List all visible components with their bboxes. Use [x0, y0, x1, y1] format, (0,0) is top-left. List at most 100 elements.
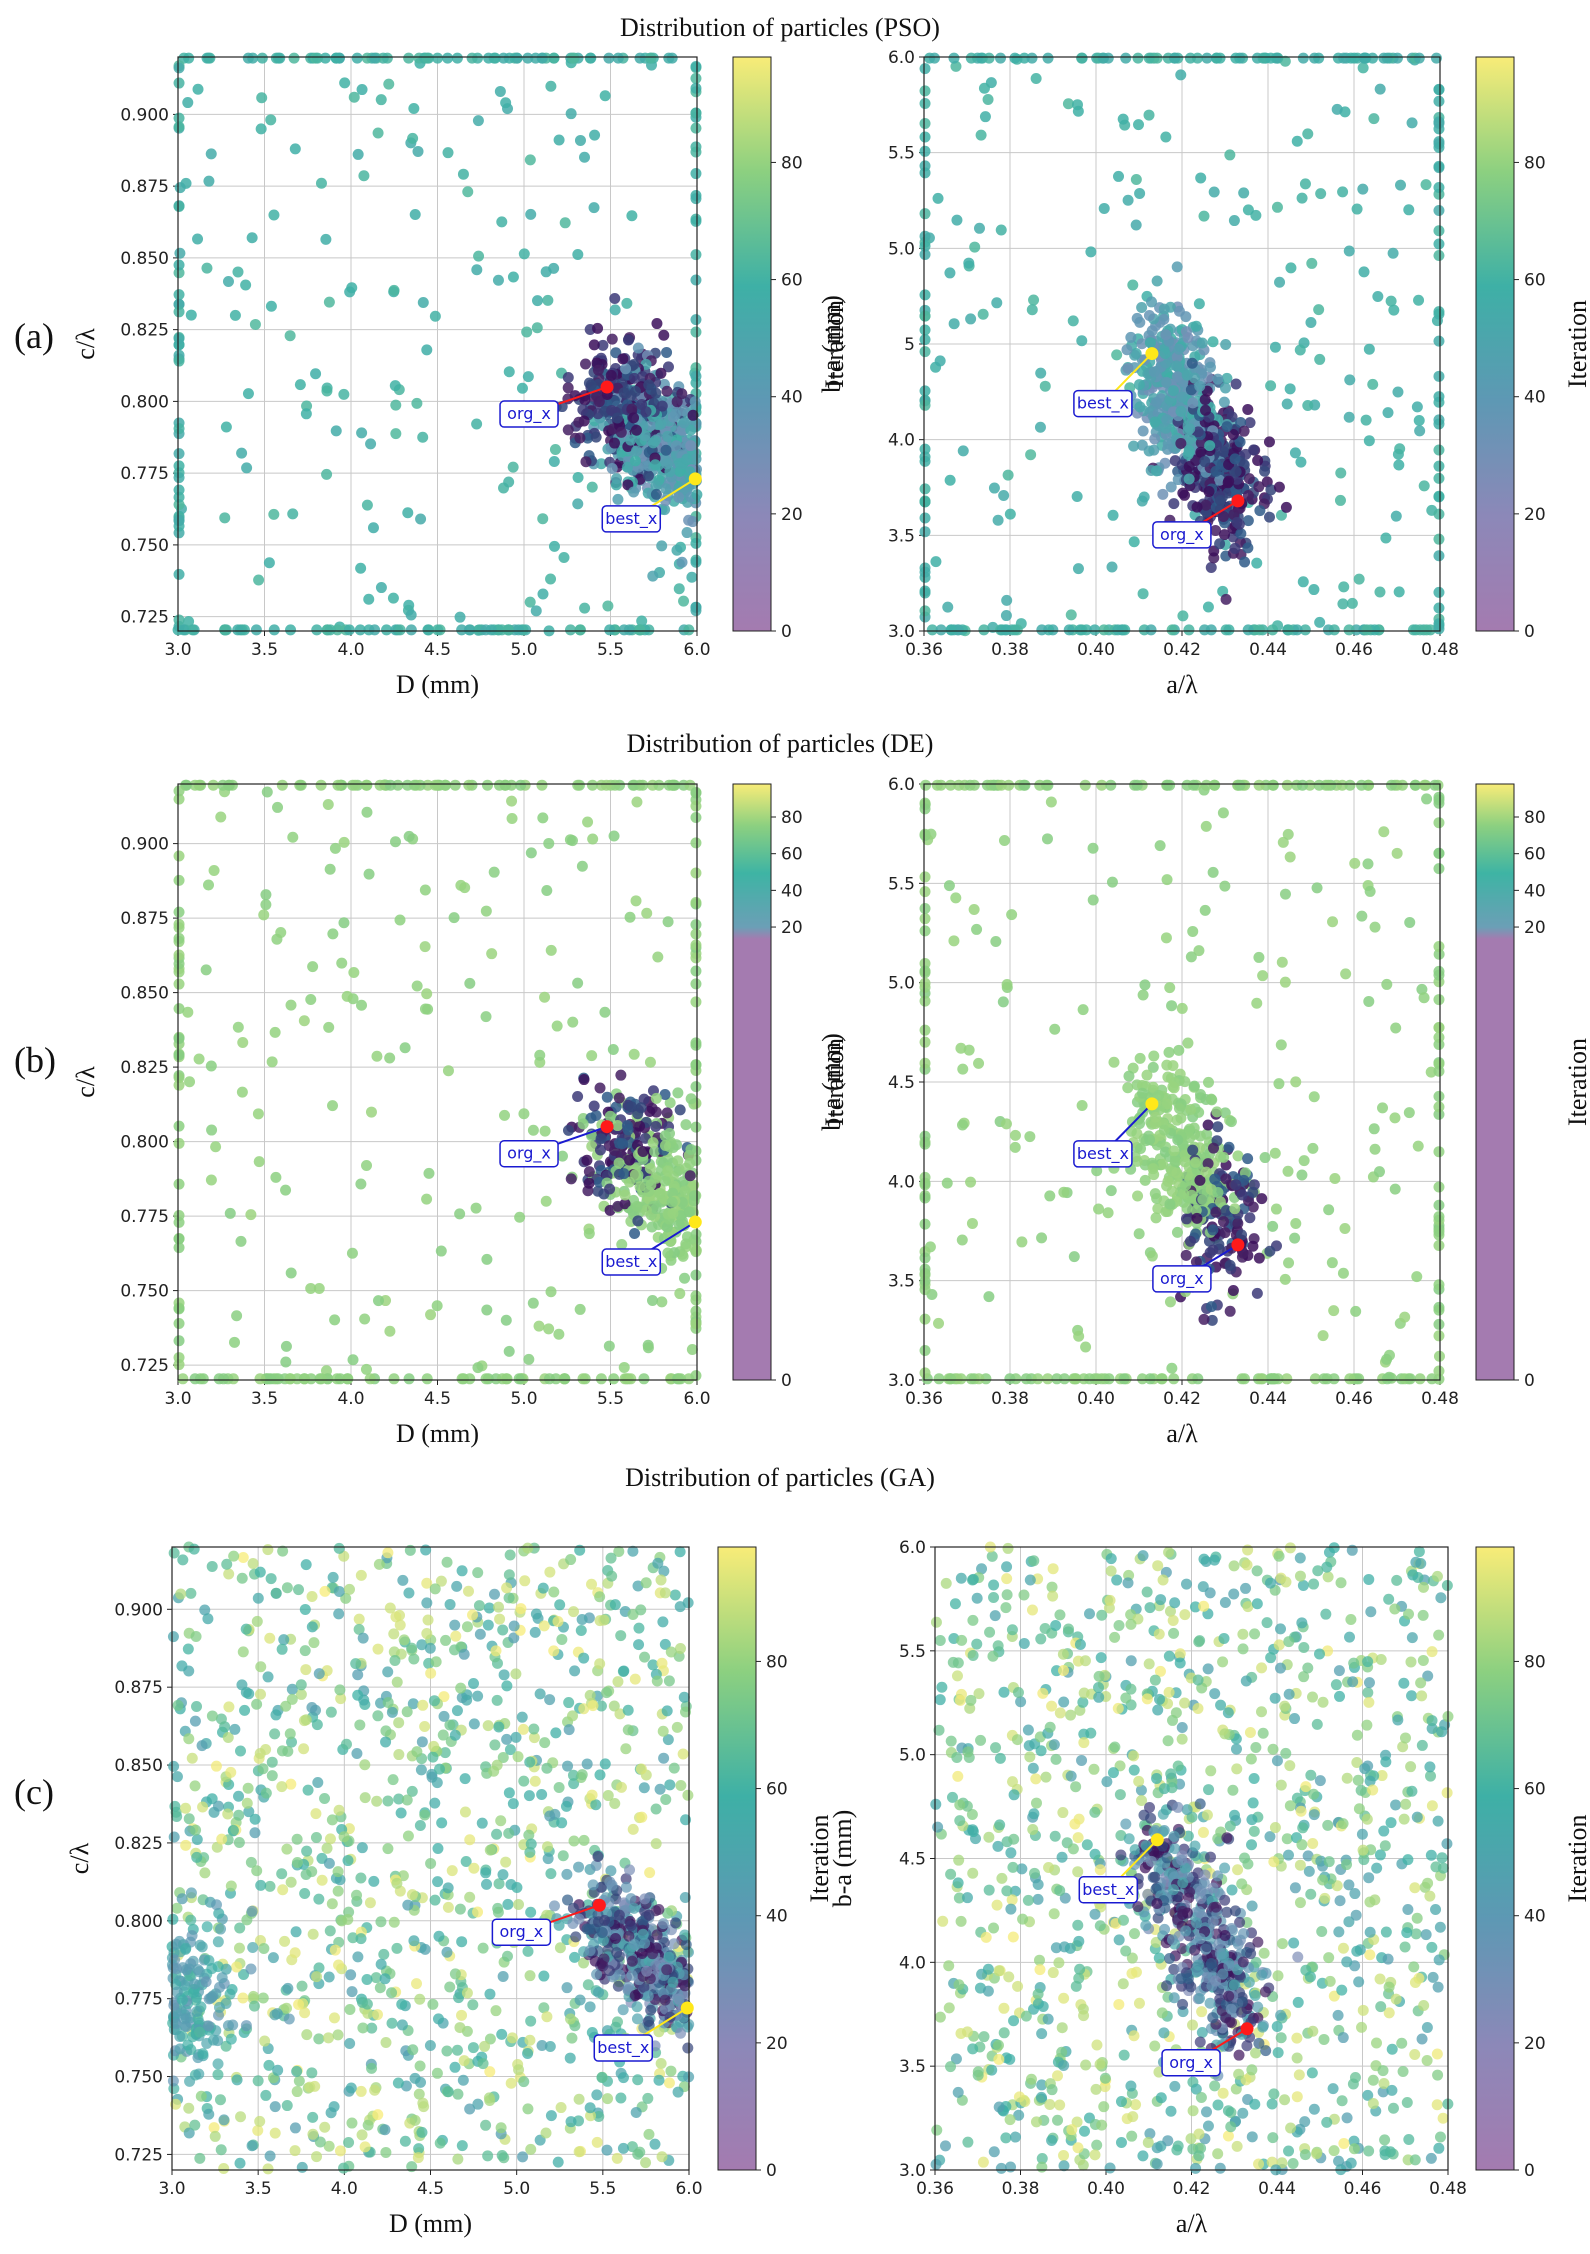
data-point [235, 1235, 247, 1247]
x-tick-label: 5.0 [510, 1389, 537, 1409]
data-point [356, 999, 368, 1011]
data-point [343, 624, 355, 636]
data-point [1205, 624, 1217, 636]
data-point [188, 1543, 200, 1555]
data-point [919, 443, 931, 455]
data-point [1243, 473, 1255, 485]
data-point [539, 991, 551, 1003]
data-point [690, 939, 702, 951]
data-point [1229, 453, 1241, 465]
data-point [660, 483, 672, 495]
data-point [1199, 394, 1211, 406]
x-tick-label: 5.5 [597, 640, 624, 660]
x-tick-label: 0.40 [1077, 1389, 1115, 1409]
data-point [690, 168, 702, 180]
data-point [1290, 1076, 1302, 1088]
data-point [456, 1936, 468, 1948]
data-point [176, 1660, 188, 1672]
data-point [1042, 52, 1054, 64]
data-point [333, 1608, 345, 1620]
x-tick-label: 4.0 [331, 2179, 358, 2199]
data-point [268, 508, 280, 520]
data-point [311, 624, 323, 636]
data-point [677, 1748, 689, 1760]
data-point [602, 600, 614, 612]
data-point [502, 1898, 514, 1910]
data-point [171, 1811, 183, 1823]
data-point [431, 2067, 443, 2079]
data-point [561, 1982, 573, 1994]
data-point [305, 1282, 317, 1294]
data-point [1368, 1123, 1380, 1135]
data-point [363, 593, 375, 605]
data-point [208, 2122, 220, 2134]
data-point [1219, 1227, 1231, 1239]
data-point [646, 1221, 658, 1233]
data-point [384, 1602, 396, 1614]
data-point [304, 2081, 316, 2093]
data-point [1214, 538, 1226, 550]
data-point [488, 866, 500, 878]
data-point [199, 1604, 211, 1616]
y-tick-label: 0.750 [114, 2068, 163, 2088]
data-point [444, 1719, 456, 1731]
data-point [680, 1814, 692, 1826]
data-point [189, 1780, 201, 1792]
data-point [1302, 399, 1314, 411]
data-point [342, 1913, 354, 1925]
data-point [432, 1876, 444, 1888]
data-point [1077, 1004, 1089, 1016]
y-tick-label: 3.5 [888, 1272, 915, 1292]
colorbar-tick-label: 60 [781, 845, 803, 865]
data-point [1128, 440, 1140, 452]
data-point [1133, 379, 1145, 391]
data-point [440, 779, 452, 791]
data-point [430, 1656, 442, 1668]
data-point [480, 1011, 492, 1023]
data-point [647, 1294, 659, 1306]
data-point [1273, 1078, 1285, 1090]
data-point [586, 1789, 598, 1801]
data-point [690, 952, 702, 964]
data-point [1032, 1373, 1044, 1385]
data-point [289, 1947, 301, 1959]
data-point [280, 2002, 292, 2014]
data-point [624, 911, 636, 923]
data-point [1267, 624, 1279, 636]
data-point [388, 1373, 400, 1385]
data-point [1158, 303, 1170, 315]
data-point [592, 322, 604, 334]
data-point [322, 2032, 334, 2044]
data-point [540, 266, 552, 278]
data-point [623, 624, 635, 636]
data-point [965, 1176, 977, 1188]
data-point [948, 935, 960, 947]
data-point [1433, 95, 1445, 107]
data-point [556, 1633, 568, 1645]
data-point [1433, 1304, 1445, 1316]
data-point [1235, 528, 1247, 540]
data-point [1176, 1002, 1188, 1014]
data-point [306, 2067, 318, 2079]
data-point [366, 2022, 378, 2034]
data-point [169, 1800, 181, 1812]
data-point [594, 1591, 606, 1603]
x-axis-label: D (mm) [396, 670, 479, 699]
data-point [173, 614, 185, 626]
data-point [1041, 833, 1053, 845]
data-point [1001, 594, 1013, 606]
data-point [334, 1684, 346, 1696]
data-point [1058, 1373, 1070, 1385]
data-point [344, 2038, 356, 2050]
data-point [1284, 851, 1296, 863]
data-point [1252, 454, 1264, 466]
x-tick-label: 0.42 [1163, 1389, 1201, 1409]
data-point [183, 2127, 195, 2139]
data-point [620, 1743, 632, 1755]
data-point [576, 1613, 588, 1625]
data-point [252, 2125, 264, 2137]
data-point [1173, 343, 1185, 355]
data-point [354, 1719, 366, 1731]
data-point [333, 1542, 345, 1554]
